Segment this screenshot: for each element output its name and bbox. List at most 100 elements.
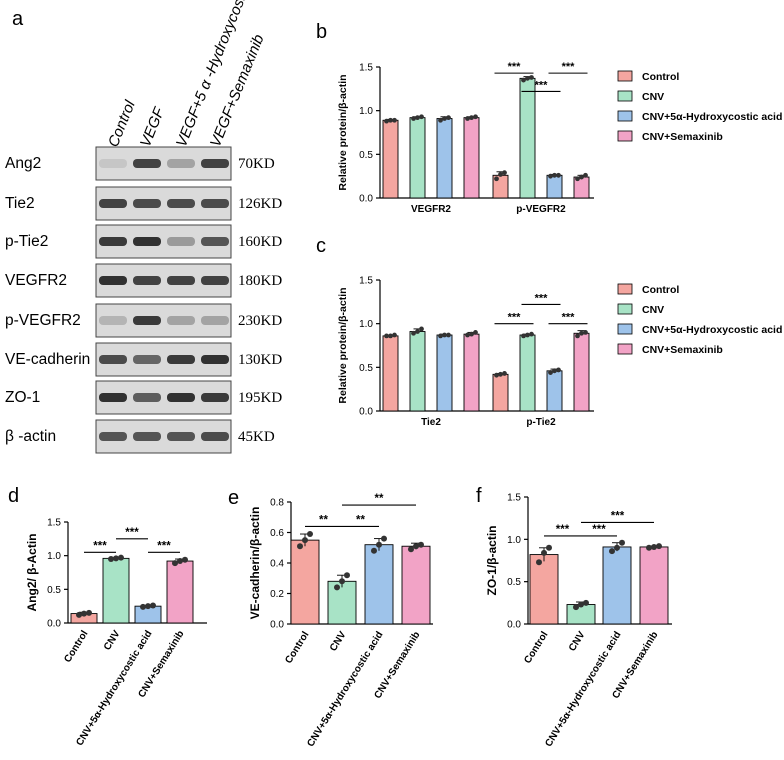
chart-e-bar-1 <box>327 580 357 625</box>
blot-band-4-0 <box>99 316 127 325</box>
chart-b-ytick-label-3: 1.5 <box>359 63 373 74</box>
chart-e-point-1-0 <box>334 584 340 591</box>
blot-row-name-6: ZO-1 <box>5 389 40 406</box>
chart-b-point-1-0-0 <box>494 176 499 182</box>
chart-b-point-0-0-1 <box>388 117 393 123</box>
chart-c-point-0-1-2 <box>419 326 424 332</box>
chart-f-point-3-2 <box>656 543 662 550</box>
chart-f-point-2-2 <box>619 539 625 546</box>
blot-band-3-1 <box>133 276 161 285</box>
chart-e-ytick-label-3: 0.6 <box>270 528 284 539</box>
chart-c-point-0-2-0 <box>438 333 443 339</box>
chart-d-point-2-0 <box>140 603 146 610</box>
chart-d-point-0-1 <box>81 610 87 617</box>
chart-c-bar-1-0 <box>492 373 509 412</box>
chart-c-point-1-0-0 <box>494 372 499 378</box>
chart-d-bar-3 <box>166 560 194 624</box>
chart-c-legend-swatch-0 <box>617 283 633 295</box>
chart-c-point-0-0-1 <box>388 333 393 339</box>
blot-band-1-3 <box>201 199 229 208</box>
chart-b-ytick-label-1: 0.5 <box>359 150 373 161</box>
blot-band-5-3 <box>201 355 229 364</box>
chart-b-point-0-3-2 <box>473 114 478 120</box>
blot-band-0-2 <box>167 159 195 168</box>
chart-b-point-1-0-1 <box>498 172 503 177</box>
blot-row-size-7: 45KD <box>238 429 275 445</box>
chart-d-point-1-2 <box>118 554 124 561</box>
chart-e-point-0-2 <box>307 531 313 538</box>
chart-f-point-3-0 <box>646 544 652 551</box>
chart-c-bar-1-2 <box>546 370 563 412</box>
chart-c-sig-mark-1: *** <box>535 292 549 304</box>
chart-d-ytick-label-3: 1.5 <box>47 518 61 529</box>
chart-b-bar-0-3 <box>463 117 480 199</box>
blot-band-1-2 <box>167 199 195 208</box>
chart-c-bar-0-0 <box>382 335 399 412</box>
chart-e-sig-mark-1: ** <box>356 514 365 526</box>
blot-row-size-1: 126KD <box>238 196 282 212</box>
chart-e-point-1-2 <box>344 572 350 579</box>
chart-c-point-1-2-2 <box>556 367 561 373</box>
chart-f-point-0-0 <box>536 559 542 566</box>
blot-row-name-1: Tie2 <box>5 195 35 212</box>
chart-d-point-3-0 <box>172 560 178 567</box>
chart-b-point-0-1-1 <box>415 115 420 121</box>
blot-row-size-6: 195KD <box>238 390 282 406</box>
chart-b-xtick-label-1: p-VEGFR2 <box>516 204 566 215</box>
chart-b-point-0-0-0 <box>384 118 389 124</box>
chart-d-point-0-0 <box>76 611 82 618</box>
chart-e-ytick-label-0: 0.0 <box>270 620 284 631</box>
chart-d-ytick-label-0: 0.0 <box>47 619 61 630</box>
blot-band-4-3 <box>201 316 229 325</box>
chart-c-point-1-1-1 <box>525 332 530 338</box>
chart-d-point-3-2 <box>182 556 188 563</box>
chart-b-point-0-3-1 <box>469 115 474 121</box>
panel-letter-b: b <box>316 21 327 43</box>
chart-c-point-1-0-1 <box>498 371 503 377</box>
chart-c-bar-0-1 <box>409 331 426 412</box>
blot-band-1-0 <box>99 199 127 208</box>
chart-e-bar-3 <box>401 545 431 625</box>
chart-b-point-1-0-2 <box>502 170 507 176</box>
panel-letter-e: e <box>228 487 239 509</box>
chart-f-xtick-label-2: CNV+5α-Hydroxycostic acid <box>543 630 623 749</box>
chart-f-point-1-0 <box>573 604 579 611</box>
chart-c-point-1-3-1 <box>579 330 584 336</box>
blot-band-6-2 <box>167 393 195 402</box>
chart-e-xtick-label-1: CNV <box>328 629 349 653</box>
chart-c-ytick-label-1: 0.5 <box>359 363 373 374</box>
panel-letter-c: c <box>316 235 326 257</box>
chart-c-ytick-label-2: 1.0 <box>359 319 373 330</box>
chart-c: 0.0 0.5 1.0 1.5 Relative protein/β-actin Tie2… <box>337 276 782 429</box>
chart-c-bar-0-2 <box>436 334 453 412</box>
chart-d-xtick-label-1: CNV <box>102 628 123 652</box>
chart-c-sig-mark-2: *** <box>562 312 576 324</box>
chart-c-point-0-1-0 <box>411 330 416 336</box>
chart-b-bar-0-1 <box>409 117 426 199</box>
blot-row-size-0: 70KD <box>238 156 275 172</box>
chart-b-point-1-2-1 <box>552 172 557 178</box>
chart-b-legend-swatch-3 <box>617 130 633 142</box>
chart-c-ytick-label-3: 1.5 <box>359 276 373 287</box>
blot-band-6-0 <box>99 393 127 402</box>
blot-band-5-2 <box>167 355 195 364</box>
chart-e-point-0-0 <box>297 543 303 550</box>
blot-band-6-1 <box>133 393 161 402</box>
blot-row-size-5: 130KD <box>238 352 282 368</box>
chart-b-sig-mark-2: *** <box>562 61 576 73</box>
chart-b-point-1-2-0 <box>548 173 553 179</box>
chart-e-point-1-1 <box>339 578 345 585</box>
chart-d-point-1-1 <box>113 555 119 562</box>
chart-c-bar-1-3 <box>573 332 590 412</box>
chart-f-point-3-1 <box>651 543 657 550</box>
blot-band-1-1 <box>133 199 161 208</box>
chart-c-point-1-2-0 <box>548 370 553 375</box>
chart-d-ylabel: Ang2/ β-Actin <box>25 534 39 612</box>
chart-d-point-0-2 <box>86 609 92 616</box>
chart-b-point-0-2-2 <box>446 115 451 121</box>
blot-band-0-3 <box>201 159 229 168</box>
chart-e-xtick-label-0: Control <box>283 630 311 666</box>
chart-f-ytick-label-2: 1.0 <box>507 535 521 546</box>
chart-c-sig-mark-0: *** <box>508 312 522 324</box>
chart-c-point-0-2-1 <box>442 332 447 338</box>
